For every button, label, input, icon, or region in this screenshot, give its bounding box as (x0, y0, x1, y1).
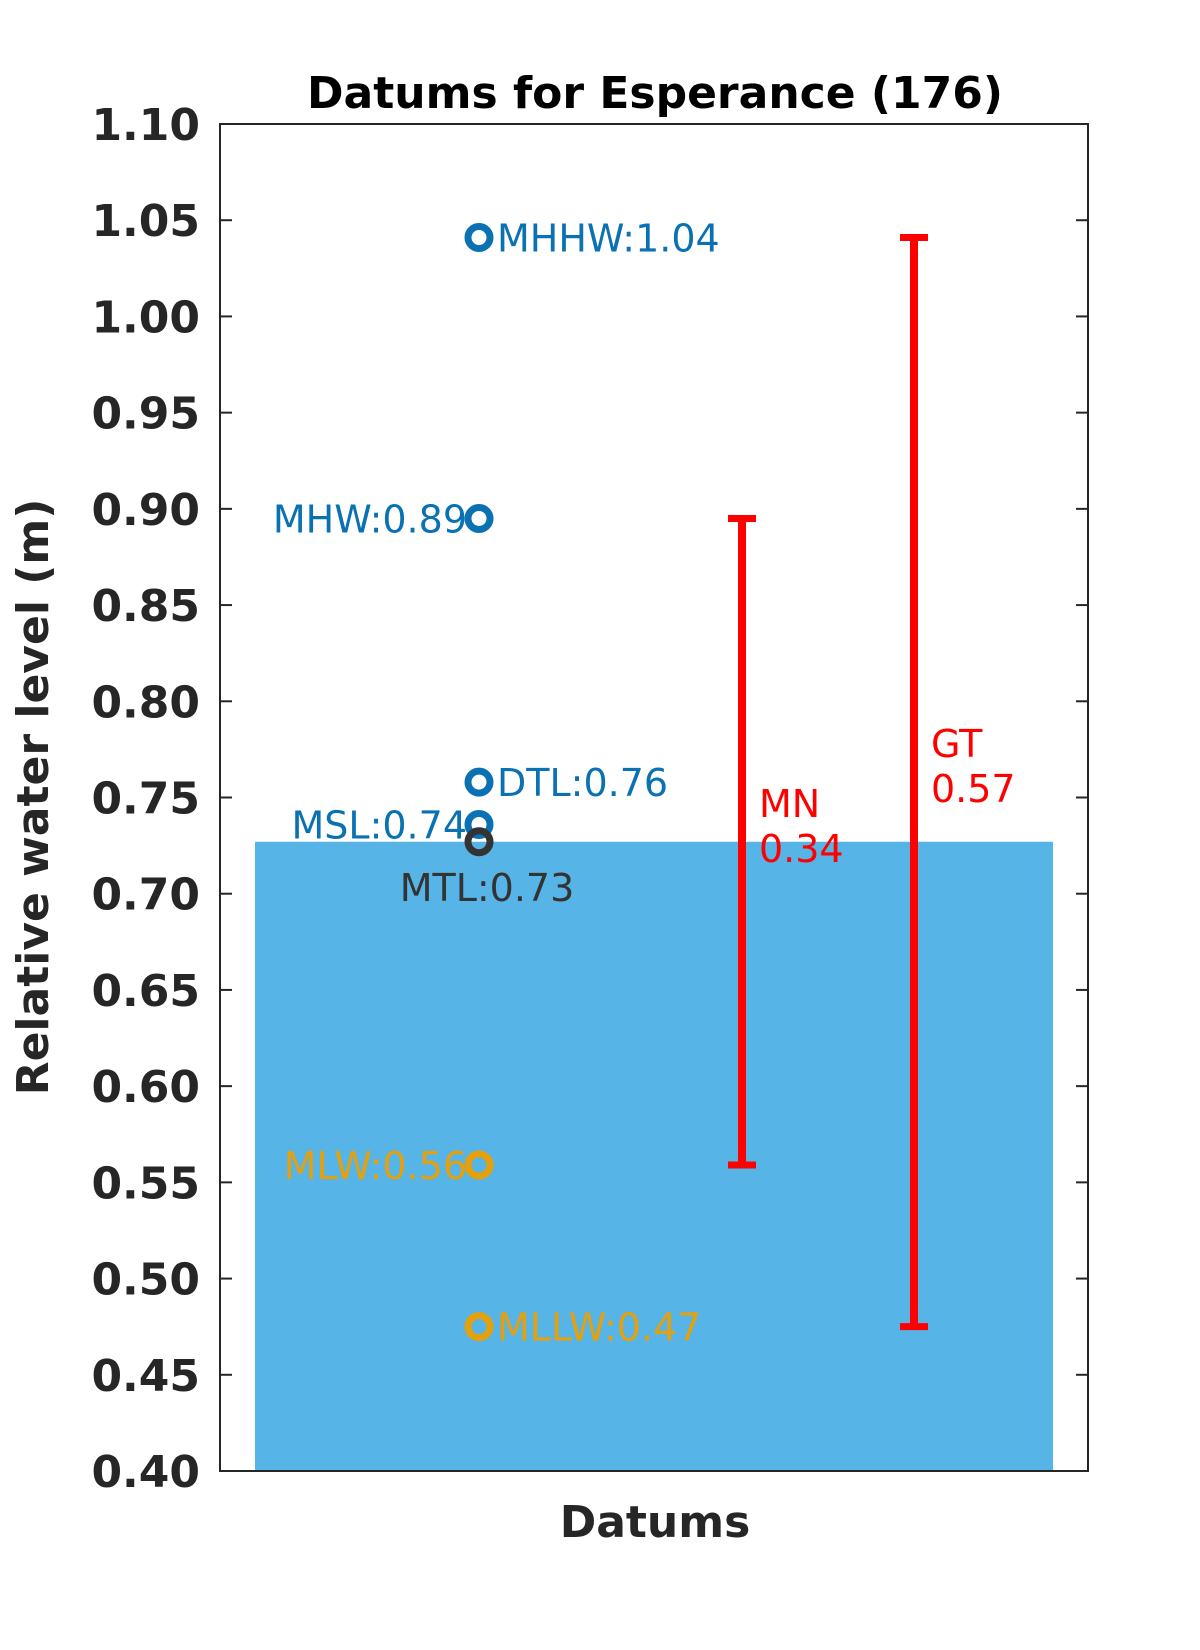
x-axis-label: Datums (560, 1497, 751, 1548)
y-tick-label: 0.65 (91, 966, 200, 1017)
range-label-value: 0.57 (931, 767, 1016, 811)
datum-marker-mhhw (464, 223, 494, 253)
y-tick-label: 0.85 (91, 581, 200, 632)
y-tick-label: 1.10 (91, 100, 200, 151)
y-tick-label: 1.05 (91, 196, 200, 247)
range-label-name: MN (759, 782, 820, 826)
datum-marker-mlw (464, 1150, 494, 1180)
y-axis-ticks (220, 123, 1088, 1472)
y-tick-label: 0.70 (91, 870, 200, 921)
datum-labels: MHHW:1.04 MHW:0.89 DTL:0.76 MSL:0.74 MTL:0.7… (273, 217, 720, 1350)
y-tick-label: 0.60 (91, 1062, 200, 1113)
y-axis-label: Relative water level (m) (8, 499, 59, 1096)
datum-marker-mtl (464, 827, 494, 857)
y-tick-label: 0.40 (91, 1447, 200, 1498)
datum-marker-dtl (464, 767, 494, 797)
datum-marker-mhw (464, 503, 494, 533)
y-tick-label: 0.45 (91, 1351, 200, 1402)
datum-label-mhw: MHW:0.89 (273, 497, 467, 541)
y-tick-label: 0.95 (91, 389, 200, 440)
y-tick-label: 0.55 (91, 1158, 200, 1209)
y-tick-label: 0.50 (91, 1255, 200, 1306)
datum-label-mtl: MTL:0.73 (400, 866, 575, 910)
datum-label-mhhw: MHHW:1.04 (497, 217, 720, 261)
y-tick-label: 0.90 (91, 485, 200, 536)
y-axis-tick-labels: 0.40 0.45 0.50 0.55 0.60 0.65 0.70 0.75 0.80 0.85… (91, 100, 200, 1498)
datum-bar (255, 841, 1053, 1471)
y-tick-label: 0.80 (91, 677, 200, 728)
y-tick-label: 1.00 (91, 292, 200, 343)
datum-marker-mllw (464, 1312, 494, 1342)
range-label-value: 0.34 (759, 827, 844, 871)
datum-label-mllw: MLLW:0.47 (497, 1306, 701, 1350)
range-bars: MN0.34 GT0.57 (728, 234, 1016, 1331)
y-tick-label: 0.75 (91, 774, 200, 825)
datum-label-mlw: MLW:0.56 (284, 1144, 467, 1188)
datum-markers (464, 223, 494, 1342)
chart-title: Datums for Esperance (176) (307, 68, 1003, 119)
datum-marker-msl (464, 809, 494, 839)
datum-label-dtl: DTL:0.76 (497, 761, 668, 805)
range-label-name: GT (931, 722, 983, 766)
datum-label-msl: MSL:0.74 (292, 803, 468, 847)
